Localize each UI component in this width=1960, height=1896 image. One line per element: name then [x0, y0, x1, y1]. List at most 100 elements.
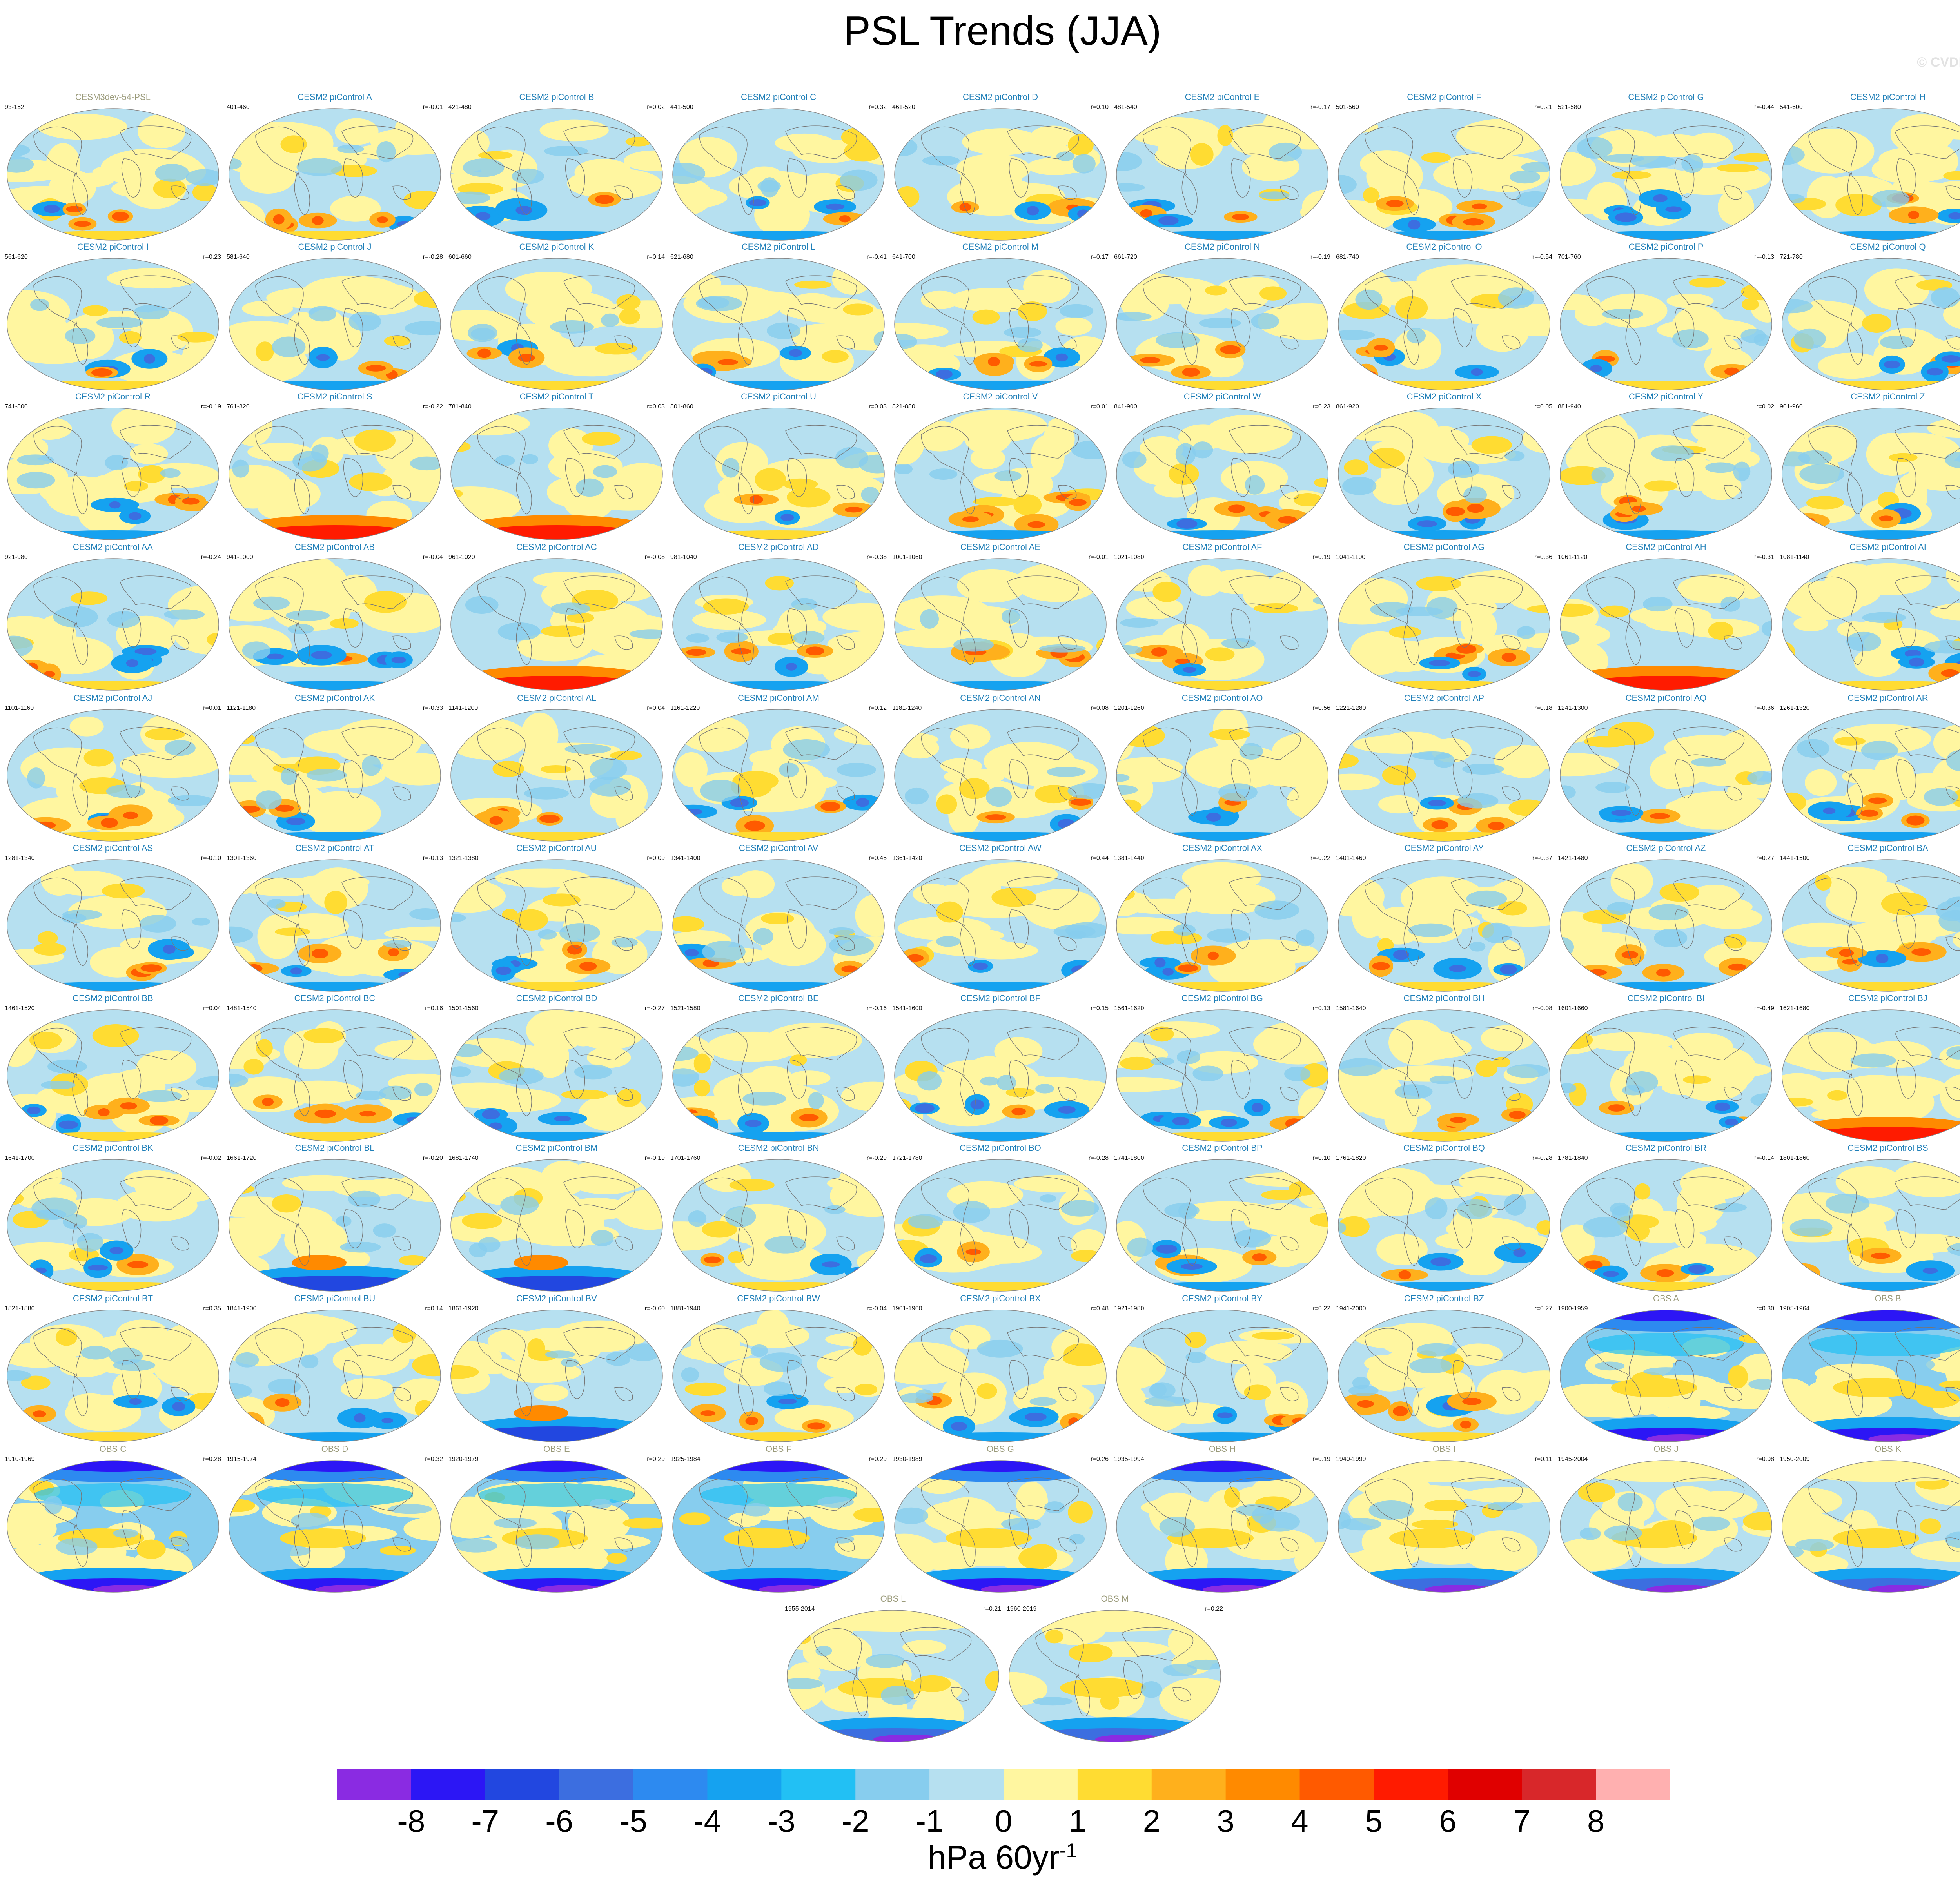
map-panel: CESM2 piControl AN 1181-1240 r=0.08 — [891, 693, 1110, 844]
map-panel: CESM2 piControl AB 941-1000 r=-0.04 — [225, 542, 445, 693]
panel-map — [1338, 709, 1550, 842]
panel-correlation: r=0.03 — [869, 403, 887, 410]
panel-title: CESM2 piControl AL — [517, 693, 596, 703]
panel-years: 1341-1400 — [670, 855, 701, 862]
panel-map — [1560, 408, 1772, 540]
panel-correlation: r=0.04 — [203, 1005, 221, 1012]
panel-years: 1521-1580 — [670, 1005, 701, 1012]
panel-map — [229, 709, 441, 842]
panel-map — [229, 1159, 441, 1292]
panel-map — [894, 859, 1107, 992]
map-panel: OBS A 1900-1959 r=0.30 — [1556, 1294, 1776, 1444]
panel-title: CESM2 piControl A — [298, 92, 372, 102]
colorbar-swatch — [337, 1769, 412, 1800]
colorbar-tick-label: -1 — [915, 1803, 944, 1838]
panel-title: CESM2 piControl S — [297, 392, 372, 401]
colorbar-tick-label: -3 — [767, 1803, 795, 1838]
panel-years: 1421-1480 — [1558, 855, 1588, 862]
map-panel: CESM2 piControl V 821-880 r=0.01 — [891, 392, 1110, 542]
panel-years: 1021-1080 — [1114, 554, 1144, 561]
map-panel: CESM2 piControl BW 1881-1940 r=-0.04 — [669, 1294, 888, 1444]
panel-map — [672, 1310, 885, 1442]
panel-map — [894, 408, 1107, 540]
map-panel: CESM2 piControl AG 1041-1100 r=0.36 — [1334, 542, 1554, 693]
panel-years: 561-620 — [5, 254, 28, 260]
panel-correlation: r=-0.37 — [1532, 855, 1552, 862]
panel-map — [894, 709, 1107, 842]
panel-correlation: r=-0.17 — [1310, 104, 1330, 111]
panel-map — [1560, 859, 1772, 992]
panel-title: CESM2 piControl BB — [73, 993, 153, 1003]
panel-map — [894, 558, 1107, 691]
panel-title: CESM2 piControl W — [1183, 392, 1261, 401]
map-panel: CESM2 piControl D 461-520 r=0.10 — [891, 92, 1110, 243]
panel-correlation: r=0.08 — [1091, 705, 1109, 711]
panel-correlation: r=0.56 — [1312, 705, 1330, 711]
panel-title: OBS I — [1432, 1444, 1456, 1454]
panel-title: CESM2 piControl BS — [1847, 1143, 1928, 1153]
map-panel-grid: CESM3dev-54-PSL 93-152 CESM2 piControl A 40… — [3, 92, 1960, 1742]
panel-title: CESM2 piControl BH — [1403, 993, 1485, 1003]
panel-map — [1560, 258, 1772, 390]
panel-years: 1761-1820 — [1336, 1155, 1366, 1161]
panel-map — [1560, 558, 1772, 691]
panel-correlation: r=-0.04 — [423, 554, 443, 561]
panel-correlation: r=-0.29 — [866, 1155, 887, 1161]
panel-map — [1338, 1009, 1550, 1142]
panel-map — [7, 408, 219, 540]
panel-years: 1241-1300 — [1558, 705, 1588, 711]
panel-map — [229, 408, 441, 540]
panel-map — [1782, 1159, 1960, 1292]
panel-correlation: r=-0.01 — [1088, 554, 1109, 561]
map-panel: CESM2 piControl AF 1021-1080 r=0.19 — [1112, 542, 1332, 693]
panel-years: 1401-1460 — [1336, 855, 1366, 862]
panel-years: 521-580 — [1558, 104, 1581, 111]
colorbar-tick-label: -8 — [397, 1803, 425, 1838]
panel-map — [229, 108, 441, 241]
panel-years: 1940-1999 — [1336, 1456, 1366, 1462]
map-panel: CESM2 piControl BF 1541-1600 r=0.15 — [891, 993, 1110, 1144]
panel-title: CESM2 piControl BG — [1181, 993, 1263, 1003]
panel-years: 1261-1320 — [1780, 705, 1810, 711]
panel-title: CESM2 piControl AF — [1182, 542, 1262, 552]
panel-title: CESM2 piControl T — [519, 392, 594, 401]
panel-map — [1116, 1009, 1328, 1142]
panel-correlation: r=-0.20 — [423, 1155, 443, 1161]
map-panel: CESM2 piControl AD 981-1040 r=-0.38 — [669, 542, 888, 693]
map-panel: OBS D 1915-1974 r=0.32 — [225, 1444, 445, 1595]
map-panel: CESM2 piControl S 761-820 r=-0.22 — [225, 392, 445, 542]
panel-years: 1950-2009 — [1780, 1456, 1810, 1462]
panel-map — [672, 709, 885, 842]
panel-title: CESM2 piControl BV — [516, 1294, 597, 1303]
panel-correlation: r=0.19 — [1312, 554, 1330, 561]
colorbar-swatch — [1522, 1769, 1596, 1800]
map-panel: CESM2 piControl AV 1341-1400 r=0.45 — [669, 843, 888, 994]
map-panel: CESM2 piControl I 561-620 r=0.23 — [3, 242, 223, 393]
panel-title: CESM2 piControl AR — [1847, 693, 1928, 703]
panel-map — [450, 108, 663, 241]
panel-correlation: r=-0.14 — [1754, 1155, 1774, 1161]
panel-correlation: r=-0.38 — [866, 554, 887, 561]
map-panel: CESM2 piControl BH 1581-1640 r=-0.08 — [1334, 993, 1554, 1144]
panel-title: CESM2 piControl BK — [73, 1143, 153, 1153]
watermark: © CVDP-LE — [1917, 55, 1960, 70]
panel-map — [7, 709, 219, 842]
panel-correlation: r=-0.08 — [1532, 1005, 1552, 1012]
panel-years: 1861-1920 — [448, 1305, 479, 1312]
panel-years: 1081-1140 — [1780, 554, 1809, 561]
map-panel: CESM2 piControl BD 1501-1560 r=-0.27 — [447, 993, 666, 1144]
map-panel: CESM2 piControl AE 1001-1060 r=-0.01 — [891, 542, 1110, 693]
map-panel: OBS E 1920-1979 r=0.29 — [447, 1444, 666, 1595]
panel-years: 721-780 — [1780, 254, 1803, 260]
panel-title: OBS B — [1875, 1294, 1901, 1303]
map-panel: CESM2 piControl AK 1121-1180 r=-0.33 — [225, 693, 445, 844]
panel-correlation: r=-0.02 — [201, 1155, 221, 1161]
panel-correlation: r=-0.28 — [423, 254, 443, 260]
map-panel: CESM2 piControl BY 1921-1980 r=0.22 — [1112, 1294, 1332, 1444]
panel-correlation: r=0.36 — [1534, 554, 1552, 561]
panel-years: 661-720 — [1114, 254, 1137, 260]
panel-years: 1321-1380 — [448, 855, 479, 862]
panel-correlation: r=0.27 — [1534, 1305, 1552, 1312]
panel-years: 1581-1640 — [1336, 1005, 1366, 1012]
